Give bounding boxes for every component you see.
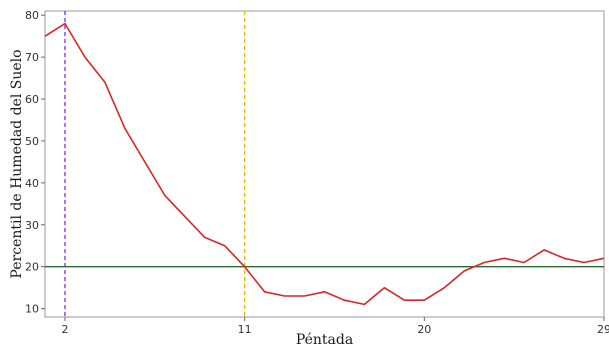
x-tick-label: 29 xyxy=(597,323,609,336)
series-line xyxy=(44,22,605,306)
x-axis-label: Péntada xyxy=(296,332,353,348)
y-tick-label: 20 xyxy=(25,261,39,274)
x-tick-label: 11 xyxy=(238,323,252,336)
y-tick-label: 10 xyxy=(25,303,39,316)
y-tick-label: 80 xyxy=(25,9,39,22)
y-tick-label: 70 xyxy=(25,51,39,64)
y-tick-label: 30 xyxy=(25,219,39,232)
x-tick-label: 2 xyxy=(61,323,68,336)
series-layer xyxy=(44,22,605,306)
reference-lines xyxy=(45,11,604,317)
y-tick-label: 60 xyxy=(25,93,39,106)
y-axis-label: Percentil de Humedad del Suelo xyxy=(9,49,25,278)
x-axis-ticks: 2 11 20 29 xyxy=(61,317,609,336)
x-tick-label: 20 xyxy=(417,323,431,336)
plot-area-frame xyxy=(44,10,605,318)
y-axis-ticks: 10 20 30 40 50 60 70 80 xyxy=(25,9,45,316)
y-tick-label: 50 xyxy=(25,135,39,148)
y-tick-label: 40 xyxy=(25,177,39,190)
